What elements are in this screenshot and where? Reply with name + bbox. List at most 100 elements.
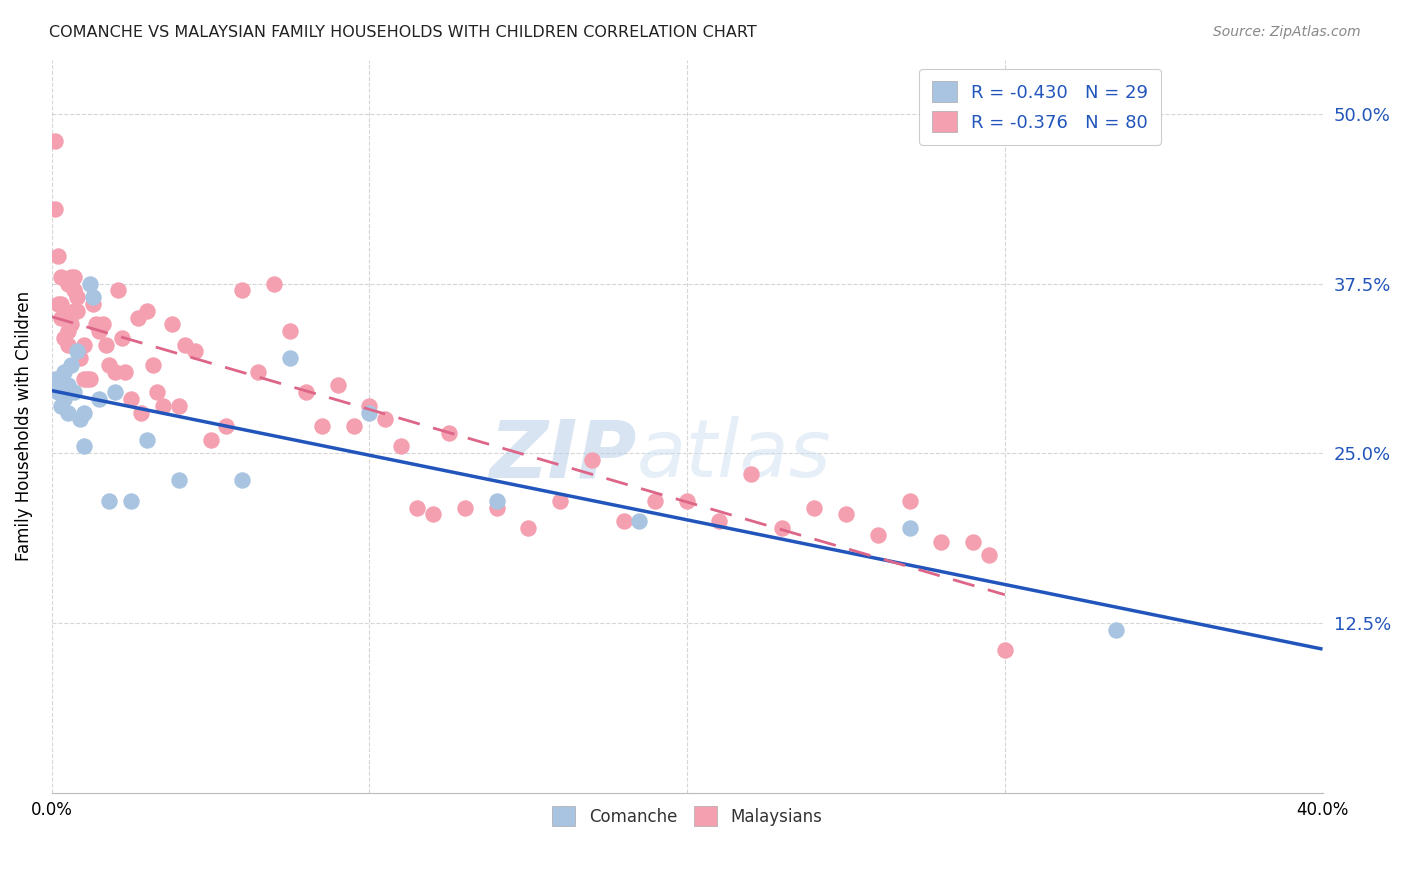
Point: [517, 521, 540, 535]
Point: [548, 493, 571, 508]
Point: [89, 392, 111, 406]
Point: [162, 318, 184, 332]
Point: [63, 303, 86, 318]
Point: [72, 440, 94, 454]
Point: [359, 399, 381, 413]
Point: [247, 365, 270, 379]
Point: [772, 521, 794, 535]
Point: [628, 514, 651, 528]
Point: [56, 337, 79, 351]
Point: [866, 527, 889, 541]
Point: [53, 392, 76, 406]
Point: [898, 521, 921, 535]
Point: [82, 297, 104, 311]
Point: [707, 514, 730, 528]
Point: [231, 284, 253, 298]
Point: [152, 399, 174, 413]
Point: [104, 365, 127, 379]
Point: [72, 371, 94, 385]
Point: [145, 385, 167, 400]
Point: [51, 269, 73, 284]
Point: [406, 500, 429, 515]
Text: atlas: atlas: [637, 417, 831, 494]
Point: [740, 467, 762, 481]
Point: [72, 337, 94, 351]
Point: [53, 331, 76, 345]
Point: [53, 365, 76, 379]
Point: [114, 365, 136, 379]
Point: [389, 440, 412, 454]
Point: [79, 371, 101, 385]
Point: [66, 344, 89, 359]
Point: [51, 399, 73, 413]
Point: [311, 419, 333, 434]
Point: [898, 493, 921, 508]
Point: [72, 406, 94, 420]
Point: [120, 392, 142, 406]
Point: [676, 493, 699, 508]
Point: [94, 337, 117, 351]
Point: [263, 277, 285, 291]
Point: [437, 425, 460, 440]
Point: [183, 344, 205, 359]
Point: [91, 318, 114, 332]
Point: [295, 385, 318, 400]
Point: [63, 385, 86, 400]
Point: [215, 419, 238, 434]
Point: [485, 493, 508, 508]
Point: [97, 358, 120, 372]
Text: COMANCHE VS MALAYSIAN FAMILY HOUSEHOLDS WITH CHILDREN CORRELATION CHART: COMANCHE VS MALAYSIAN FAMILY HOUSEHOLDS …: [49, 25, 756, 40]
Point: [51, 378, 73, 392]
Point: [374, 412, 396, 426]
Point: [200, 433, 222, 447]
Point: [962, 534, 984, 549]
Point: [929, 534, 952, 549]
Point: [977, 548, 1000, 562]
Point: [69, 351, 91, 366]
Point: [359, 406, 381, 420]
Point: [1105, 623, 1128, 637]
Point: [59, 358, 82, 372]
Point: [174, 337, 197, 351]
Point: [342, 419, 364, 434]
Point: [51, 310, 73, 325]
Point: [56, 378, 79, 392]
Text: Source: ZipAtlas.com: Source: ZipAtlas.com: [1213, 25, 1361, 39]
Point: [44, 371, 66, 385]
Point: [454, 500, 477, 515]
Point: [803, 500, 825, 515]
Point: [59, 269, 82, 284]
Point: [46, 385, 69, 400]
Point: [167, 474, 190, 488]
Point: [326, 378, 349, 392]
Point: [82, 290, 104, 304]
Point: [44, 202, 66, 216]
Point: [142, 358, 165, 372]
Point: [66, 303, 89, 318]
Point: [231, 474, 253, 488]
Point: [56, 406, 79, 420]
Point: [66, 290, 89, 304]
Point: [127, 310, 149, 325]
Legend: Comanche, Malaysians: Comanche, Malaysians: [541, 797, 832, 836]
Point: [136, 433, 159, 447]
Point: [104, 385, 127, 400]
Point: [56, 277, 79, 291]
Point: [613, 514, 636, 528]
Point: [278, 324, 301, 338]
Y-axis label: Family Households with Children: Family Households with Children: [15, 291, 32, 561]
Point: [422, 508, 444, 522]
Point: [97, 493, 120, 508]
Point: [79, 277, 101, 291]
Point: [835, 508, 858, 522]
Point: [44, 134, 66, 148]
Point: [51, 297, 73, 311]
Point: [46, 297, 69, 311]
Point: [581, 453, 603, 467]
Point: [129, 406, 152, 420]
Point: [84, 318, 107, 332]
Point: [485, 500, 508, 515]
Text: ZIP: ZIP: [489, 417, 637, 494]
Point: [69, 412, 91, 426]
Point: [111, 331, 134, 345]
